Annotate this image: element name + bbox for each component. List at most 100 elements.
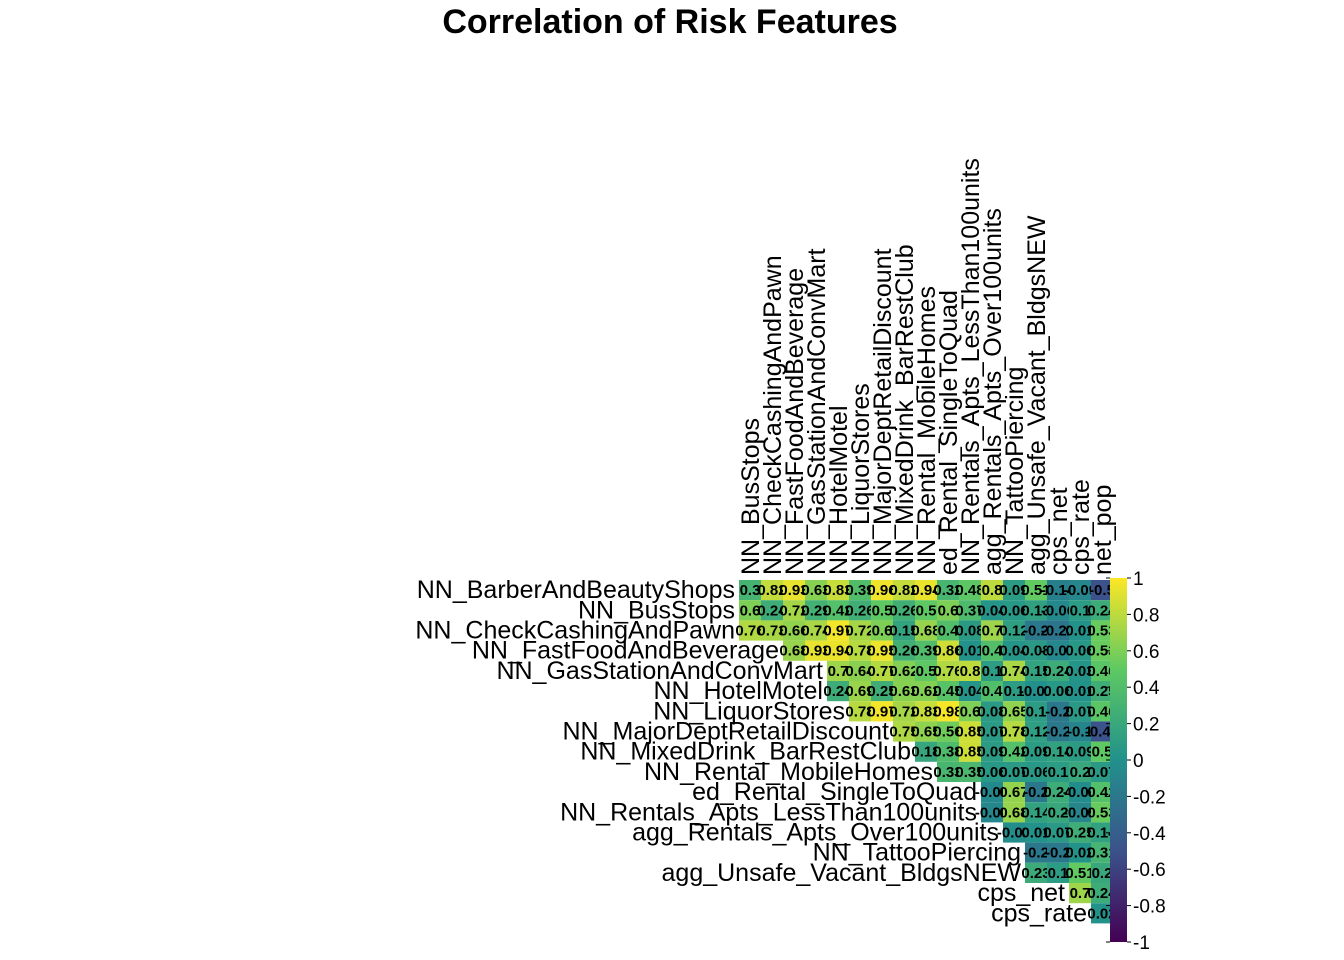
cell-value-label: 0.77 [867, 663, 896, 680]
cell-value-label: 0.8 [960, 663, 981, 680]
heatmap-cell [1091, 883, 1113, 904]
cell-value-label: 0.53 [1087, 643, 1116, 660]
cell-value-label: 0.23 [1021, 865, 1050, 882]
colorbar-tick-label: -0.4 [1133, 824, 1166, 845]
cell-value-label: 0.15 [1021, 663, 1050, 680]
cell-value-label: 0.01 [1065, 623, 1094, 640]
cell-value-label: 0.6 [960, 703, 981, 720]
cell-value-label: 0.72 [779, 602, 808, 619]
heatmap-cell [871, 620, 893, 641]
heatmap-cell [1069, 741, 1091, 762]
heatmap-cell [871, 600, 893, 621]
heatmap-cell [981, 600, 1003, 621]
heatmap-cell [937, 660, 959, 681]
cell-value-label: 0.01 [1021, 825, 1050, 842]
cell-value-label: 0.83 [823, 582, 852, 599]
cell-value-label: 0.8 [982, 582, 1003, 599]
heatmap-cell [981, 620, 1003, 641]
heatmap-cell [959, 600, 981, 621]
row-label: NN_TattooPiercing [813, 839, 1021, 867]
heatmap-cell [1091, 701, 1113, 722]
cell-value-label: 0.06 [1065, 643, 1094, 660]
cell-value-label: 0.42 [823, 602, 852, 619]
heatmap-cell [959, 620, 981, 641]
column-label: agg_Unsafe_Vacant_BldgsNEW [1023, 215, 1051, 575]
cell-value-label: 0.5 [916, 663, 937, 680]
cell-value-label: 0.1 [1048, 865, 1069, 882]
heatmap-cell [805, 600, 827, 621]
row-label: NN_MajorDeptRetailDiscount [562, 718, 889, 746]
column-label: NN_LiquorStores [847, 383, 875, 575]
heatmap-cell [1047, 782, 1069, 803]
cell-value-label: 0.74 [999, 663, 1029, 680]
heatmap-cell [1091, 721, 1113, 742]
heatmap-cell [1025, 822, 1047, 843]
heatmap-cell [915, 701, 937, 722]
heatmap-cell [1047, 660, 1069, 681]
chart-title: Correlation of Risk Features [442, 3, 897, 41]
heatmap-cell [761, 580, 783, 601]
cell-value-label: 0.25 [1065, 825, 1094, 842]
heatmap-cell [1047, 701, 1069, 722]
heatmap-cell [893, 640, 915, 661]
cell-value-label: 0.95 [867, 643, 896, 660]
column-label: cps_net [1045, 487, 1073, 575]
cell-value-label: 0.02 [1087, 905, 1116, 922]
heatmap-cell [761, 620, 783, 641]
colorbar-tick-label: -0.8 [1133, 897, 1166, 918]
cell-value-label: -0.07 [1041, 643, 1075, 660]
heatmap-cell [959, 701, 981, 722]
heatmap-cell [1069, 640, 1091, 661]
heatmap-cell [981, 721, 1003, 742]
cell-value-label: -0.2 [1023, 784, 1049, 801]
heatmap-cell [783, 580, 805, 601]
cell-value-label: 0.98 [933, 703, 962, 720]
heatmap-cell [1091, 620, 1113, 641]
heatmap-cell [1025, 640, 1047, 661]
heatmap-cell [1069, 580, 1091, 601]
heatmap-cell [937, 741, 959, 762]
cell-value-label: 0.2 [1048, 804, 1069, 821]
cell-value-label: 0.85 [955, 724, 984, 741]
heatmap-cell [849, 681, 871, 702]
heatmap-cell [761, 600, 783, 621]
column-label: agg_Rentals_Apts_Over100units [979, 208, 1007, 575]
cell-value-label: 0.75 [889, 724, 918, 741]
cell-value-label: 0.18 [911, 744, 940, 761]
heatmap-cell [783, 640, 805, 661]
row-label: NN_MixedDrink_BarRestClub [580, 738, 911, 766]
heatmap-cell [805, 580, 827, 601]
heatmap-cell [893, 681, 915, 702]
heatmap-cell [827, 660, 849, 681]
cell-value-label: 0.09 [977, 744, 1006, 761]
cell-value-label: 0.69 [845, 683, 874, 700]
heatmap-cell [1047, 741, 1069, 762]
heatmap-cell [849, 640, 871, 661]
column-label: NN_Rental_MobileHomes [913, 286, 941, 575]
cell-value-label: 0.24 [1087, 602, 1117, 619]
colorbar-tick-label: -0.6 [1133, 860, 1166, 881]
column-label: NN_Rentals_Apts_LessThan100units [957, 158, 985, 575]
cell-value-label: 0.78 [999, 724, 1028, 741]
cell-value-label: 0.53 [1087, 804, 1116, 821]
heatmap-cell [1003, 822, 1025, 843]
heatmap-cell [1047, 580, 1069, 601]
cell-value-label: 0.26 [889, 643, 918, 660]
heatmap-cell [871, 701, 893, 722]
cell-value-label: 0.14 [1043, 744, 1073, 761]
heatmap-cell [959, 721, 981, 742]
cell-value-label: 0.4 [938, 623, 960, 640]
heatmap-cell [827, 640, 849, 661]
column-label: NN_CheckCashingAndPawn [759, 255, 787, 575]
cell-value-label: 0.24 [1043, 663, 1073, 680]
column-label: NN_HotelMotel [825, 405, 853, 575]
cell-value-label: 0.25 [867, 683, 896, 700]
heatmap-cell [915, 681, 937, 702]
heatmap-cell [1003, 761, 1025, 782]
cell-value-label: 0.97 [823, 623, 852, 640]
heatmap-cell [959, 741, 981, 762]
cell-value-label: 0.01 [1065, 683, 1094, 700]
cell-value-label: 0.31 [1087, 845, 1116, 862]
cell-value-label: 0.26 [845, 602, 874, 619]
